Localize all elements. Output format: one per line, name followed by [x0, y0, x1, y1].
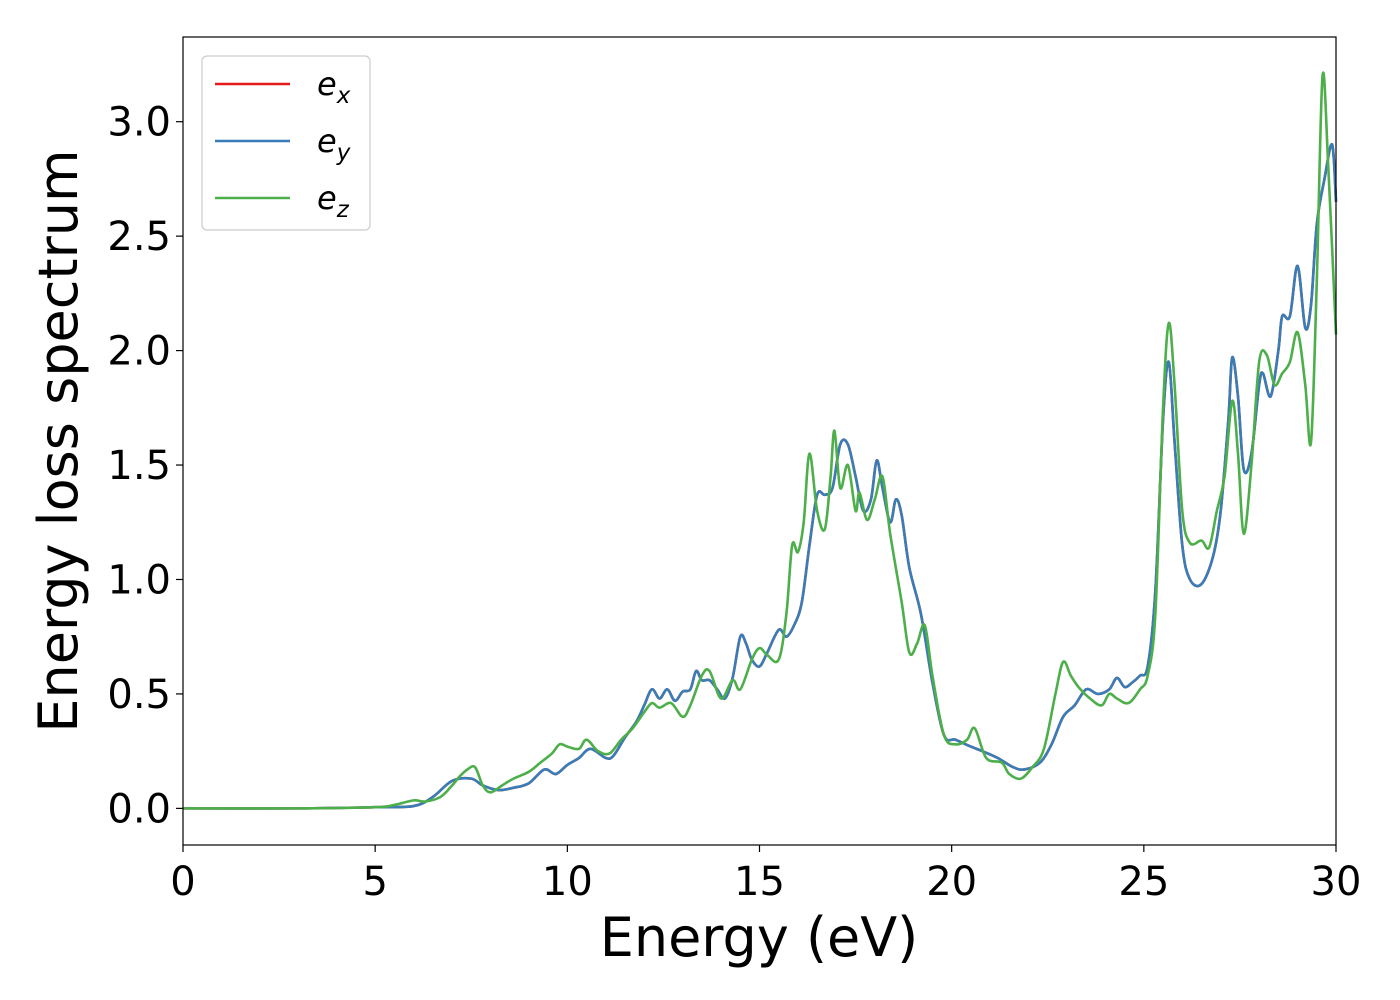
y-tick-label: 2.0 — [107, 329, 171, 375]
y-tick-label: 2.5 — [107, 214, 171, 260]
y-axis-label: Energy loss spectrum — [27, 149, 90, 732]
x-axis-label: Energy (eV) — [600, 906, 919, 969]
legend-box — [201, 55, 371, 231]
x-tick-label: 30 — [1311, 859, 1362, 905]
x-tick-label: 15 — [734, 859, 785, 905]
y-tick-label: 0.0 — [107, 786, 171, 832]
plot-area-background — [183, 37, 1336, 845]
series-layer — [182, 71, 1338, 810]
x-tick-label: 25 — [1118, 859, 1169, 905]
y-tick-label: 3.0 — [107, 100, 171, 146]
series-line-z — [182, 71, 1338, 810]
y-tick-label: 1.5 — [107, 443, 171, 489]
x-tick-label: 10 — [542, 859, 593, 905]
y-tick-label: 0.5 — [107, 672, 171, 718]
x-axis-ticks: 0 5 10 15 20 25 30 — [170, 845, 1361, 905]
x-tick-label: 0 — [170, 859, 195, 905]
x-tick-label: 5 — [362, 859, 387, 905]
y-tick-label: 1.0 — [107, 557, 171, 603]
x-tick-label: 20 — [926, 859, 977, 905]
y-axis-ticks: 0.0 0.5 1.0 1.5 2.0 2.5 3.0 — [107, 100, 183, 832]
